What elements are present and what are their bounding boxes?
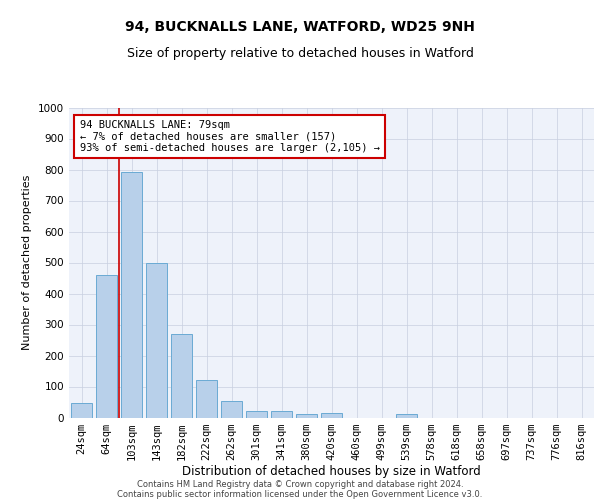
Bar	[321, 413, 342, 418]
Bar	[271, 412, 292, 418]
Bar	[196, 380, 217, 418]
Text: 94, BUCKNALLS LANE, WATFORD, WD25 9NH: 94, BUCKNALLS LANE, WATFORD, WD25 9NH	[125, 20, 475, 34]
Text: Size of property relative to detached houses in Watford: Size of property relative to detached ho…	[127, 48, 473, 60]
Text: Contains HM Land Registry data © Crown copyright and database right 2024.: Contains HM Land Registry data © Crown c…	[137, 480, 463, 489]
Text: Contains public sector information licensed under the Open Government Licence v3: Contains public sector information licen…	[118, 490, 482, 499]
X-axis label: Distribution of detached houses by size in Watford: Distribution of detached houses by size …	[182, 466, 481, 478]
Bar	[221, 402, 242, 417]
Bar	[96, 275, 117, 418]
Bar	[121, 172, 142, 418]
Bar	[71, 402, 92, 417]
Bar	[171, 334, 192, 417]
Y-axis label: Number of detached properties: Number of detached properties	[22, 175, 32, 350]
Bar	[296, 414, 317, 418]
Bar	[146, 262, 167, 418]
Text: 94 BUCKNALLS LANE: 79sqm
← 7% of detached houses are smaller (157)
93% of semi-d: 94 BUCKNALLS LANE: 79sqm ← 7% of detache…	[79, 120, 380, 153]
Bar	[246, 410, 267, 418]
Bar	[396, 414, 417, 418]
